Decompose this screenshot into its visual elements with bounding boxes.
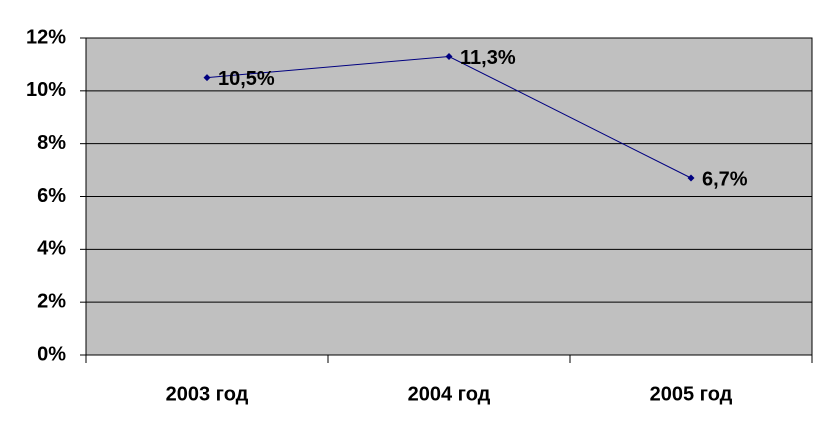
y-tick-label: 0% — [37, 343, 66, 365]
data-label: 10,5% — [218, 68, 275, 90]
x-tick-label: 2005 год — [650, 383, 733, 405]
marker — [203, 74, 211, 82]
x-tick-label: 2004 год — [408, 383, 491, 405]
marker — [445, 52, 453, 60]
data-label: 6,7% — [702, 168, 748, 190]
data-label: 11,3% — [460, 47, 516, 69]
x-tick-label: 2003 год — [166, 383, 249, 405]
x-axis-ticks — [85, 355, 813, 363]
y-tick-label: 4% — [37, 238, 66, 260]
plot-border — [85, 37, 813, 356]
y-tick-label: 6% — [37, 185, 66, 207]
y-tick-label: 2% — [37, 290, 66, 312]
y-tick-label: 8% — [37, 132, 66, 154]
y-tick-label: 12% — [26, 26, 66, 48]
marker — [687, 174, 695, 182]
y-tick-label: 10% — [26, 79, 66, 101]
